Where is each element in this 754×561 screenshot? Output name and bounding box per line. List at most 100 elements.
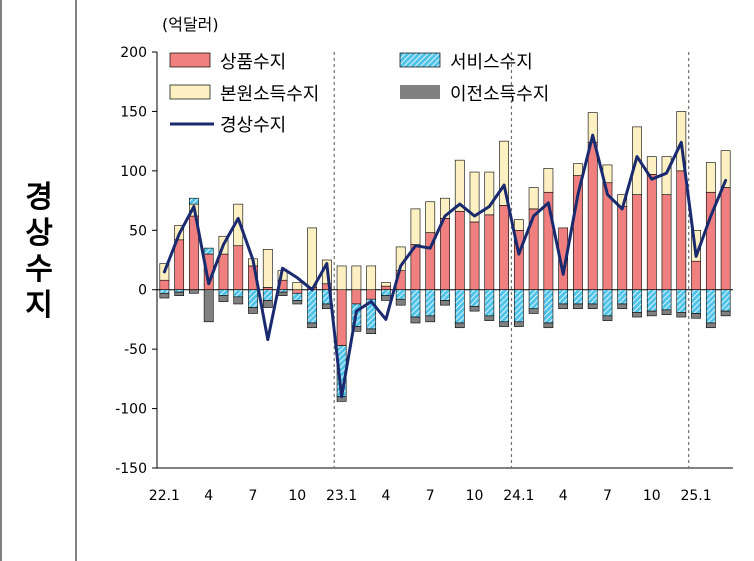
bar-services <box>218 289 229 296</box>
bar-services <box>174 289 185 293</box>
bar-secondary-income <box>661 309 672 315</box>
bar-secondary-income <box>410 316 421 324</box>
bar-secondary-income <box>587 303 598 310</box>
bar-secondary-income <box>705 322 716 329</box>
unit-label: (억달러) <box>162 15 219 34</box>
bar-services <box>661 289 672 311</box>
bar-goods <box>661 194 672 291</box>
bar-goods <box>454 210 465 291</box>
bar-services <box>632 289 642 313</box>
y-tick-label: 50 <box>129 223 147 239</box>
bar-secondary-income <box>676 311 687 318</box>
bar-secondary-income <box>484 315 495 321</box>
bar-primary-income <box>646 156 657 175</box>
x-tick-label: 22.1 <box>149 488 180 504</box>
bar-services <box>395 289 406 300</box>
bar-primary-income <box>528 187 539 210</box>
bar-goods <box>440 218 450 291</box>
bar-secondary-income <box>602 315 613 321</box>
legend-swatch-goods <box>169 52 211 68</box>
bar-services <box>292 292 303 301</box>
bar-services <box>602 289 613 317</box>
bar-goods <box>351 289 362 305</box>
bar-goods <box>587 142 598 291</box>
bar-services <box>425 289 436 317</box>
bar-goods <box>336 289 347 346</box>
bar-primary-income <box>573 163 583 176</box>
bar-services <box>528 289 539 310</box>
bar-services <box>454 289 465 324</box>
bar-goods <box>646 174 657 291</box>
bar-primary-income <box>336 265 347 291</box>
x-tick-label: 10 <box>466 488 484 504</box>
bar-goods <box>174 239 185 291</box>
bar-goods <box>499 205 509 291</box>
bar-secondary-income <box>691 313 701 319</box>
bar-services <box>720 289 731 312</box>
bar-secondary-income <box>203 289 214 323</box>
bar-secondary-income <box>469 306 480 312</box>
bar-secondary-income <box>558 303 569 310</box>
side-title-char: 수 <box>25 252 53 287</box>
legend-label-goods: 상품수지 <box>220 52 286 73</box>
x-tick-label: 4 <box>381 488 390 504</box>
x-tick-label: 24.1 <box>503 488 534 504</box>
x-tick-label: 10 <box>288 488 306 504</box>
bar-services <box>617 289 628 305</box>
bar-goods <box>233 245 244 291</box>
bar-goods <box>691 260 701 291</box>
legend-label-primary-income: 본원소득수지 <box>220 84 319 105</box>
bar-services <box>543 289 554 324</box>
bar-primary-income <box>513 219 524 231</box>
legend-swatch-services <box>399 52 441 68</box>
side-title: 경 상 수 지 <box>14 180 64 324</box>
bar-services <box>676 289 687 313</box>
bar-services <box>513 289 524 323</box>
bar-services <box>558 289 569 305</box>
x-tick-label: 10 <box>643 488 661 504</box>
x-tick-label: 7 <box>249 488 258 504</box>
bar-secondary-income <box>262 300 273 308</box>
bar-primary-income <box>705 162 716 193</box>
bar-primary-income <box>484 171 495 216</box>
bar-secondary-income <box>307 322 317 329</box>
bar-goods <box>159 279 170 291</box>
y-tick-label: -150 <box>115 461 147 477</box>
bar-services <box>440 289 450 301</box>
bar-secondary-income <box>499 321 509 327</box>
bar-services <box>381 289 391 296</box>
bar-primary-income <box>454 159 465 212</box>
bar-primary-income <box>499 140 509 206</box>
side-title-char: 지 <box>25 288 53 323</box>
bar-goods <box>366 289 377 300</box>
bar-goods <box>617 206 628 291</box>
bar-secondary-income <box>513 321 524 327</box>
bar-secondary-income <box>366 328 377 334</box>
bar-goods <box>292 289 303 294</box>
bar-services <box>262 289 273 301</box>
bar-primary-income <box>587 112 598 143</box>
bar-primary-income <box>543 168 554 193</box>
bar-primary-income <box>292 282 303 291</box>
y-tick-label: 200 <box>120 45 147 61</box>
bar-goods <box>262 287 273 291</box>
bar-secondary-income <box>425 315 436 323</box>
bar-services <box>691 289 701 314</box>
bar-secondary-income <box>292 300 303 305</box>
chart-marks <box>159 111 731 402</box>
bar-goods <box>720 187 731 291</box>
bar-secondary-income <box>159 292 170 299</box>
bar-services <box>573 289 583 305</box>
bar-secondary-income <box>617 303 628 310</box>
bar-services <box>587 289 598 305</box>
bar-secondary-income <box>174 291 185 296</box>
bar-services <box>705 289 716 324</box>
y-tick-label: 0 <box>138 283 147 299</box>
bar-primary-income <box>469 171 480 223</box>
x-tick-label: 23.1 <box>326 488 357 504</box>
bar-secondary-income <box>233 296 244 305</box>
bar-primary-income <box>262 249 273 288</box>
bar-goods <box>484 214 495 291</box>
bar-secondary-income <box>248 307 258 314</box>
